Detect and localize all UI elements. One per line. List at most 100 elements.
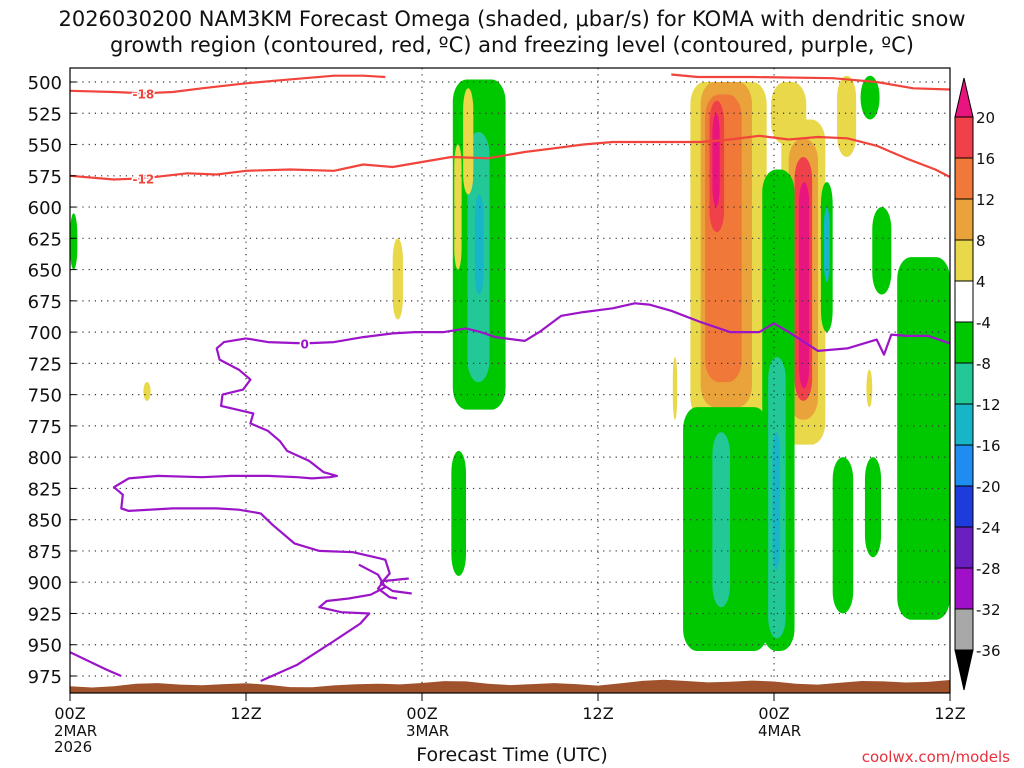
chart-title-line1: 2026030200 NAM3KM Forecast Omega (shaded… — [58, 7, 966, 31]
x-tick-label: 00Z — [406, 704, 437, 723]
credit-text: coolwx.com/models — [861, 748, 1010, 766]
colorbar-bin — [954, 198, 974, 241]
omega-region-27 — [860, 75, 880, 120]
y-tick-label: 925 — [28, 604, 62, 625]
y-tick-label: 750 — [28, 386, 62, 407]
colorbar-label: 20 — [976, 109, 995, 127]
y-tick-label: 875 — [28, 542, 62, 563]
colorbar-label: -28 — [976, 560, 1001, 578]
y-tick-label: 775 — [28, 417, 62, 438]
omega-region-20 — [798, 182, 810, 389]
x-date-label: 2026 — [54, 738, 92, 756]
dgz-contour-2 — [70, 134, 950, 181]
colorbar-label: -16 — [976, 437, 1001, 455]
x-axis-label: Forecast Time (UTC) — [416, 744, 608, 766]
colorbar-bin — [954, 403, 974, 446]
colorbar-label: -8 — [976, 355, 991, 373]
colorbar-label: 12 — [976, 191, 995, 209]
freezing-contour-3 — [376, 577, 409, 600]
x-tick-label: 12Z — [230, 704, 261, 723]
freezing-contour-2 — [70, 651, 122, 678]
x-tick-label: 12Z — [934, 704, 965, 723]
colorbar-label: -20 — [976, 478, 1001, 496]
colorbar-bin — [954, 526, 974, 569]
colorbar-bin — [954, 321, 974, 364]
plot-frame — [69, 67, 951, 694]
x-date-label: 4MAR — [758, 722, 801, 740]
y-tick-label: 600 — [28, 198, 62, 219]
x-tick-label: 00Z — [54, 704, 85, 723]
colorbar-bin — [954, 280, 974, 323]
colorbar-bin — [954, 608, 974, 651]
freezing-contour-1 — [112, 337, 412, 595]
colorbar-label: -24 — [976, 519, 1001, 537]
colorbar-label: -4 — [976, 314, 991, 332]
omega-region-31 — [897, 257, 950, 620]
omega-region-4 — [454, 144, 462, 270]
y-tick-label: 800 — [28, 448, 62, 469]
omega-region-8 — [70, 213, 78, 270]
x-date-label: 3MAR — [406, 722, 449, 740]
omega-region-33 — [672, 357, 678, 420]
y-tick-label: 725 — [28, 354, 62, 375]
y-tick-label: 900 — [28, 573, 62, 594]
colorbar-label: -32 — [976, 601, 1001, 619]
omega-region-29 — [832, 457, 854, 614]
colorbar-label: -36 — [976, 642, 1001, 660]
colorbar-bin — [954, 239, 974, 282]
y-tick-label: 625 — [28, 229, 62, 250]
y-tick-label: 975 — [28, 667, 62, 688]
freezing-contour-4 — [260, 563, 387, 683]
omega-region-32 — [866, 369, 873, 408]
omega-region-5 — [392, 238, 403, 320]
omega-region-7 — [451, 450, 466, 576]
y-tick-label: 850 — [28, 511, 62, 532]
y-tick-label: 675 — [28, 292, 62, 313]
omega-region-2 — [474, 194, 484, 295]
colorbar-bin — [954, 444, 974, 487]
y-tick-label: 550 — [28, 136, 62, 157]
dgz-contour-label-0: -18 — [132, 87, 154, 101]
dgz-contour-0 — [70, 74, 386, 95]
y-tick-label: 500 — [28, 73, 62, 94]
y-tick-label: 575 — [28, 167, 62, 188]
x-tick-label: 12Z — [582, 704, 613, 723]
y-tick-label: 825 — [28, 479, 62, 500]
freezing-contour-label-0: 0 — [300, 337, 308, 351]
y-tick-label: 525 — [28, 104, 62, 125]
colorbar-top-arrow — [954, 77, 974, 118]
omega-region-30 — [864, 457, 882, 558]
ground-terrain — [70, 679, 950, 693]
chart-title: 2026030200 NAM3KM Forecast Omega (shaded… — [0, 6, 1024, 58]
y-tick-label: 650 — [28, 261, 62, 282]
y-tick-label: 700 — [28, 323, 62, 344]
dgz-contour-1 — [671, 73, 950, 91]
x-tick-label: 00Z — [758, 704, 789, 723]
y-axis: 500 525 550 575 600 625 650 675 700 725 750 775 800 8… — [28, 73, 76, 688]
omega-region-3 — [463, 88, 474, 195]
colorbar-bin — [954, 116, 974, 159]
omega-region-26 — [837, 75, 857, 158]
ground-fill — [70, 679, 950, 693]
colorbar-label: -12 — [976, 396, 1001, 414]
colorbar-label: 4 — [976, 273, 986, 291]
colorbar-label: 8 — [976, 232, 986, 250]
omega-region-13 — [712, 113, 720, 208]
dgz-contour-label-2: -12 — [132, 172, 154, 186]
x-date-label: 2MAR — [54, 722, 97, 740]
contours: -18 -12 0 — [70, 73, 950, 683]
colorbar-bin — [954, 567, 974, 610]
freezing-contour-0 — [245, 302, 950, 356]
omega-region-23 — [772, 432, 780, 570]
omega-region-25 — [823, 207, 830, 283]
colorbar-bin — [954, 362, 974, 405]
colorbar-bin — [954, 157, 974, 200]
chart-title-line2: growth region (contoured, red, ºC) and f… — [110, 33, 914, 57]
colorbar-bottom-arrow — [954, 649, 974, 691]
colorbar: 20 16 12 8 4 -4 -8 -12 -16 -20 -24 -28 -32 -36 — [954, 77, 1001, 691]
omega-region-6 — [143, 382, 151, 401]
y-tick-label: 950 — [28, 636, 62, 657]
colorbar-label: 16 — [976, 150, 995, 168]
